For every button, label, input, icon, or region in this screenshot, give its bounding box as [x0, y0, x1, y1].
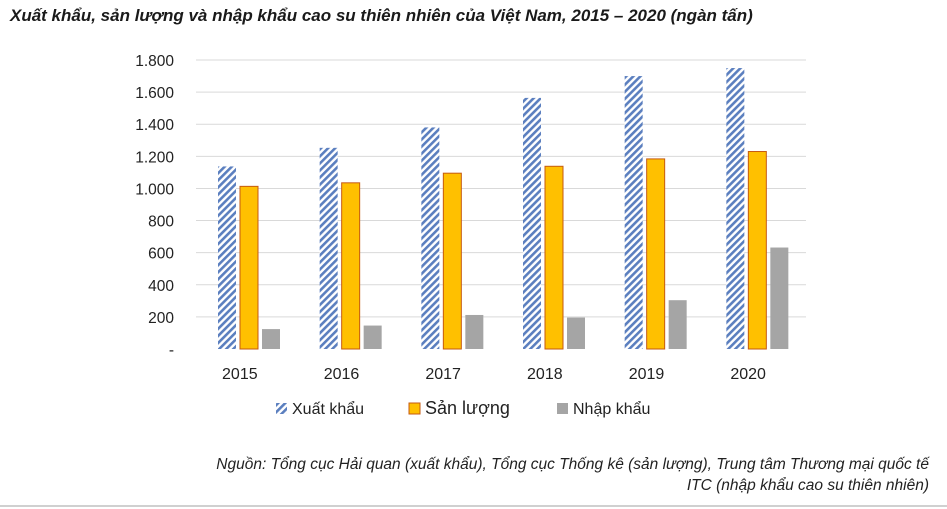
- bar-nhap-khau: [363, 325, 382, 349]
- source-line-1: Nguồn: Tổng cục Hải quan (xuất khẩu), Tổ…: [216, 456, 929, 473]
- bar-san-luong: [747, 151, 767, 350]
- bar-xuat-khau: [726, 68, 745, 350]
- legend-label: Xuất khẩu: [292, 400, 364, 418]
- x-tick-label: 2017: [425, 366, 461, 383]
- y-tick-label: 1.400: [135, 117, 174, 134]
- bar-san-luong: [544, 165, 564, 350]
- bar-xuat-khau: [319, 147, 338, 349]
- bar-xuat-khau: [421, 127, 440, 349]
- legend-label: Sản lượng: [425, 398, 510, 418]
- source-note: Nguồn: Tổng cục Hải quan (xuất khẩu), Tổ…: [9, 454, 929, 496]
- gridlines: [196, 59, 806, 318]
- legend-label: Nhập khẩu: [573, 400, 650, 418]
- bar-nhap-khau: [567, 317, 585, 349]
- y-tick-label: -: [169, 342, 174, 359]
- bar-xuat-khau: [624, 76, 643, 350]
- legend: Xuất khẩu Sản lượng Nhập khẩu: [276, 398, 650, 418]
- x-tick-label: 2020: [730, 366, 766, 383]
- y-axis-tick-labels: - 200 400 600 800 1.000 1.200 1.400 1.600 1.800: [135, 53, 174, 359]
- x-tick-label: 2016: [324, 366, 360, 383]
- bar-nhap-khau: [668, 300, 687, 349]
- y-tick-label: 600: [148, 246, 174, 263]
- legend-item-san-luong: Sản lượng: [408, 398, 510, 418]
- bar-xuat-khau: [523, 97, 541, 349]
- bar-san-luong: [341, 182, 361, 350]
- bar-nhap-khau: [465, 314, 484, 349]
- y-tick-label: 400: [148, 278, 174, 295]
- legend-item-nhap-khau: Nhập khẩu: [557, 400, 650, 418]
- bar-chart: - 200 400 600 800 1.000 1.200 1.400 1.600 1.800 2…: [135, 53, 806, 418]
- chart-title: Xuất khẩu, sản lượng và nhập khẩu cao su…: [10, 6, 753, 25]
- y-tick-label: 1.600: [135, 85, 174, 102]
- bar-nhap-khau: [770, 247, 789, 349]
- legend-swatch: [408, 402, 421, 415]
- bar-xuat-khau: [218, 166, 236, 349]
- bars: [218, 68, 789, 350]
- x-tick-label: 2019: [629, 366, 665, 383]
- legend-swatch: [276, 403, 287, 414]
- legend-item-xuat-khau: Xuất khẩu: [276, 400, 364, 418]
- y-tick-label: 800: [148, 214, 174, 231]
- bottom-divider: [0, 505, 947, 507]
- legend-swatch: [557, 403, 568, 414]
- x-axis-tick-labels: 2015 2016 2017 2018 2019 2020: [222, 366, 766, 383]
- bar-san-luong: [442, 172, 462, 350]
- bar-nhap-khau: [262, 329, 280, 349]
- x-tick-label: 2018: [527, 366, 563, 383]
- bar-san-luong: [239, 185, 259, 350]
- y-tick-label: 200: [148, 310, 174, 327]
- source-line-2: ITC (nhập khẩu cao su thiên nhiên): [686, 477, 929, 494]
- x-tick-label: 2015: [222, 366, 258, 383]
- bar-san-luong: [646, 158, 666, 350]
- y-tick-label: 1.000: [135, 181, 174, 198]
- y-tick-label: 1.800: [135, 53, 174, 70]
- y-tick-label: 1.200: [135, 149, 174, 166]
